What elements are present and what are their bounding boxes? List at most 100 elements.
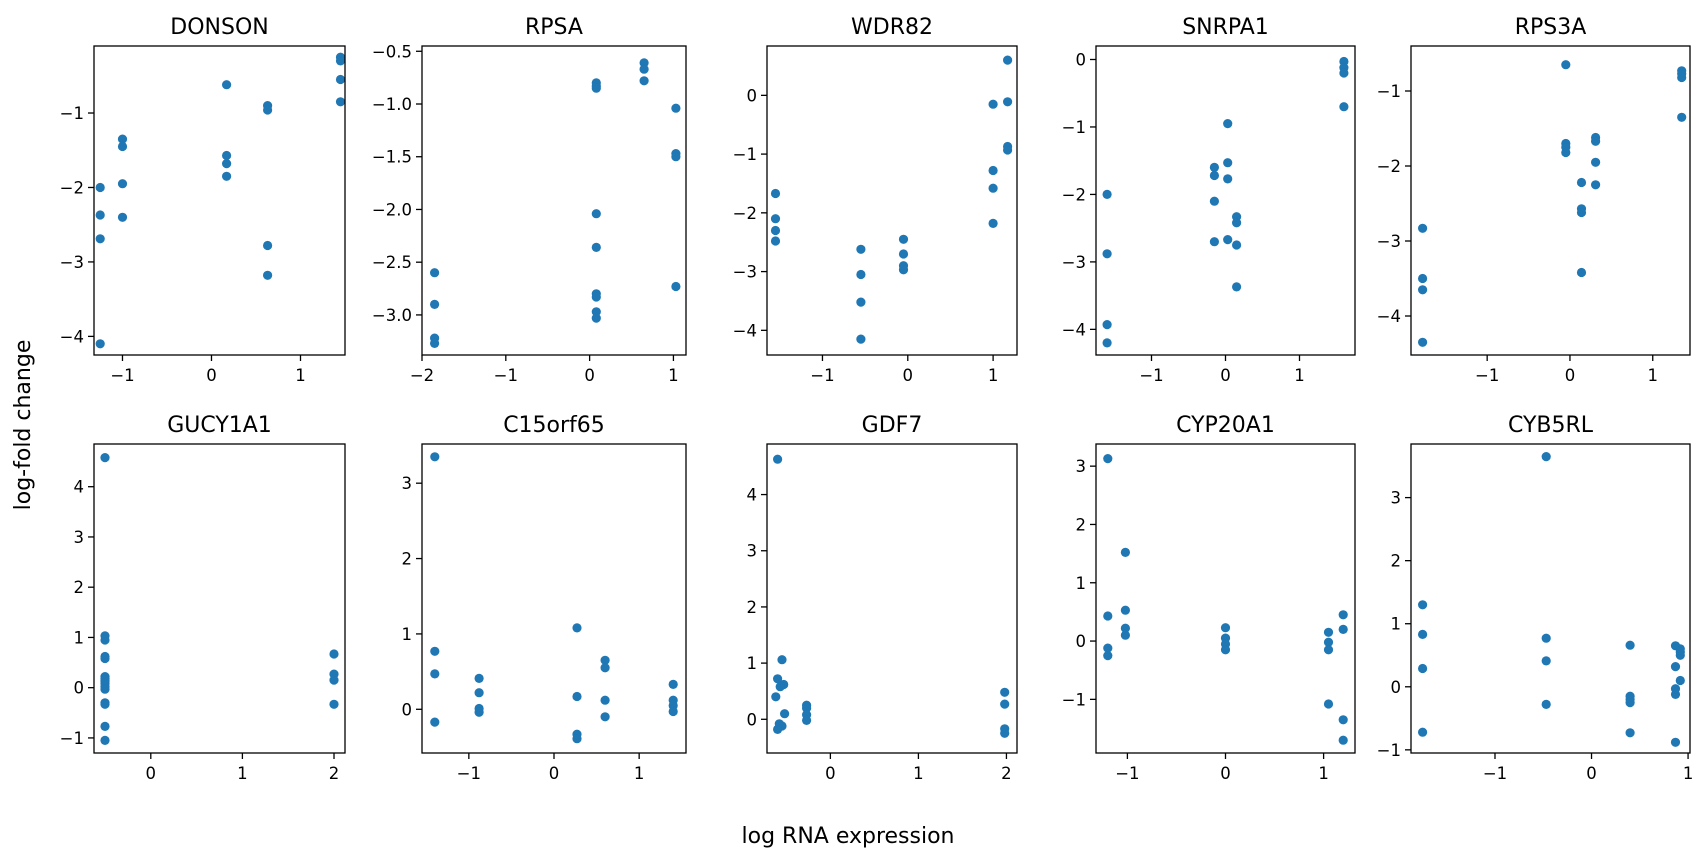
data-point [1102, 189, 1112, 199]
y-tick-label: −1 [733, 145, 757, 164]
subplot-title: C15orf65 [503, 413, 605, 438]
data-point [222, 171, 232, 181]
data-point [600, 712, 610, 722]
data-point [1120, 623, 1130, 633]
data-point [1003, 145, 1013, 155]
data-point [263, 105, 273, 115]
data-point [856, 334, 866, 344]
data-point [430, 452, 440, 462]
data-point [1541, 699, 1551, 710]
subplot-wdr82: WDR82 −1 0 1 −4 −3 −2 −1 0 [733, 15, 1018, 385]
y-axis-label: log-fold change [11, 340, 36, 511]
data-point [1323, 637, 1334, 647]
x-tick-label: 0 [146, 764, 157, 783]
data-point [100, 675, 110, 685]
data-point [329, 675, 339, 685]
data-point [898, 234, 909, 244]
x-axis-label: log RNA expression [742, 824, 955, 849]
data-point [430, 669, 440, 679]
y-tick-label: −1 [1377, 82, 1401, 101]
subplot-cyb5rl: CYB5RL −1 0 1 −1 0 1 2 3 [1377, 413, 1694, 783]
x-tick-label: −1 [494, 366, 518, 385]
data-point [856, 297, 866, 307]
data-point [430, 646, 440, 656]
data-point [1591, 157, 1601, 167]
x-tick-label: 0 [1220, 366, 1231, 385]
data-point [1338, 624, 1348, 635]
data-point [1338, 610, 1348, 620]
data-point [856, 269, 866, 280]
x-tick-label: 0 [1586, 764, 1597, 783]
y-tick-label: 1 [1076, 574, 1087, 593]
data-point [329, 649, 339, 659]
data-point [639, 64, 649, 74]
y-tick-label: −3 [1062, 253, 1086, 272]
y-tick-label: 0 [1391, 678, 1402, 697]
data-point [329, 699, 339, 709]
data-point [1209, 196, 1219, 206]
data-point [1102, 249, 1112, 259]
subplot-title: SNRPA1 [1182, 15, 1269, 40]
data-point [263, 270, 273, 280]
subplot-cyp20a1: CYP20A1 −1 0 1 −1 0 1 2 3 [1062, 413, 1356, 783]
plot-frame [766, 443, 1018, 754]
data-point [1232, 282, 1242, 292]
y-tick-label: 0 [74, 679, 85, 698]
data-point [1003, 55, 1013, 65]
data-point [1223, 235, 1233, 245]
data-point [773, 724, 783, 735]
data-point [100, 735, 110, 746]
subplot-donson: DONSON −1 0 1 −4 −3 −2 −1 [60, 15, 346, 385]
data-point [600, 695, 610, 705]
y-tick-label: 4 [747, 486, 758, 505]
subplot-grid: DONSON −1 0 1 −4 −3 −2 −1 RPSA −2 −1 0 1 −3.0 −2.5 −2.0… [60, 15, 1694, 783]
data-point [572, 691, 582, 702]
x-tick-label: 0 [1220, 764, 1231, 783]
x-tick-label: −1 [1115, 764, 1139, 783]
x-tick-label: −1 [1483, 764, 1507, 783]
x-tick-label: 1 [988, 366, 999, 385]
y-tick-label: 0 [1076, 632, 1087, 651]
data-point [1339, 102, 1349, 112]
data-point [802, 715, 812, 726]
data-point [1561, 60, 1571, 70]
data-point [1576, 177, 1587, 188]
data-point [1209, 162, 1219, 172]
y-tick-label: 0 [747, 86, 758, 105]
subplot-title: GDF7 [862, 413, 923, 438]
x-tick-label: −1 [110, 366, 134, 385]
data-point [1591, 136, 1601, 146]
data-point [1541, 656, 1551, 666]
data-point [1418, 600, 1428, 610]
y-tick-label: 2 [1076, 515, 1087, 534]
data-point [775, 682, 785, 692]
data-point [1418, 337, 1428, 347]
y-tick-label: −1 [1377, 741, 1401, 760]
data-point [100, 684, 110, 694]
data-point [591, 292, 601, 302]
subplot-rpsa: RPSA −2 −1 0 1 −3.0 −2.5 −2.0 −1.5 −1.0 −0.5 [372, 15, 687, 385]
y-tick-label: 2 [747, 598, 758, 617]
data-point [639, 76, 649, 86]
data-point [222, 159, 232, 169]
y-tick-label: −1.5 [372, 148, 412, 167]
x-tick-label: 0 [1565, 366, 1576, 385]
data-point [1675, 650, 1685, 660]
data-point [1103, 454, 1113, 464]
y-tick-label: −4 [1377, 307, 1401, 326]
data-point [1000, 728, 1010, 738]
y-tick-label: −2 [733, 204, 757, 223]
data-point [1625, 698, 1635, 708]
y-tick-label: −3 [60, 253, 84, 272]
data-point [1102, 338, 1112, 348]
data-point [1223, 119, 1233, 129]
data-point [1232, 240, 1242, 250]
x-tick-label: 1 [237, 764, 248, 783]
data-point [1576, 267, 1587, 278]
data-point [95, 234, 105, 244]
data-point [1418, 223, 1428, 233]
data-point [474, 707, 484, 717]
data-point [668, 679, 678, 690]
data-point [802, 703, 812, 713]
